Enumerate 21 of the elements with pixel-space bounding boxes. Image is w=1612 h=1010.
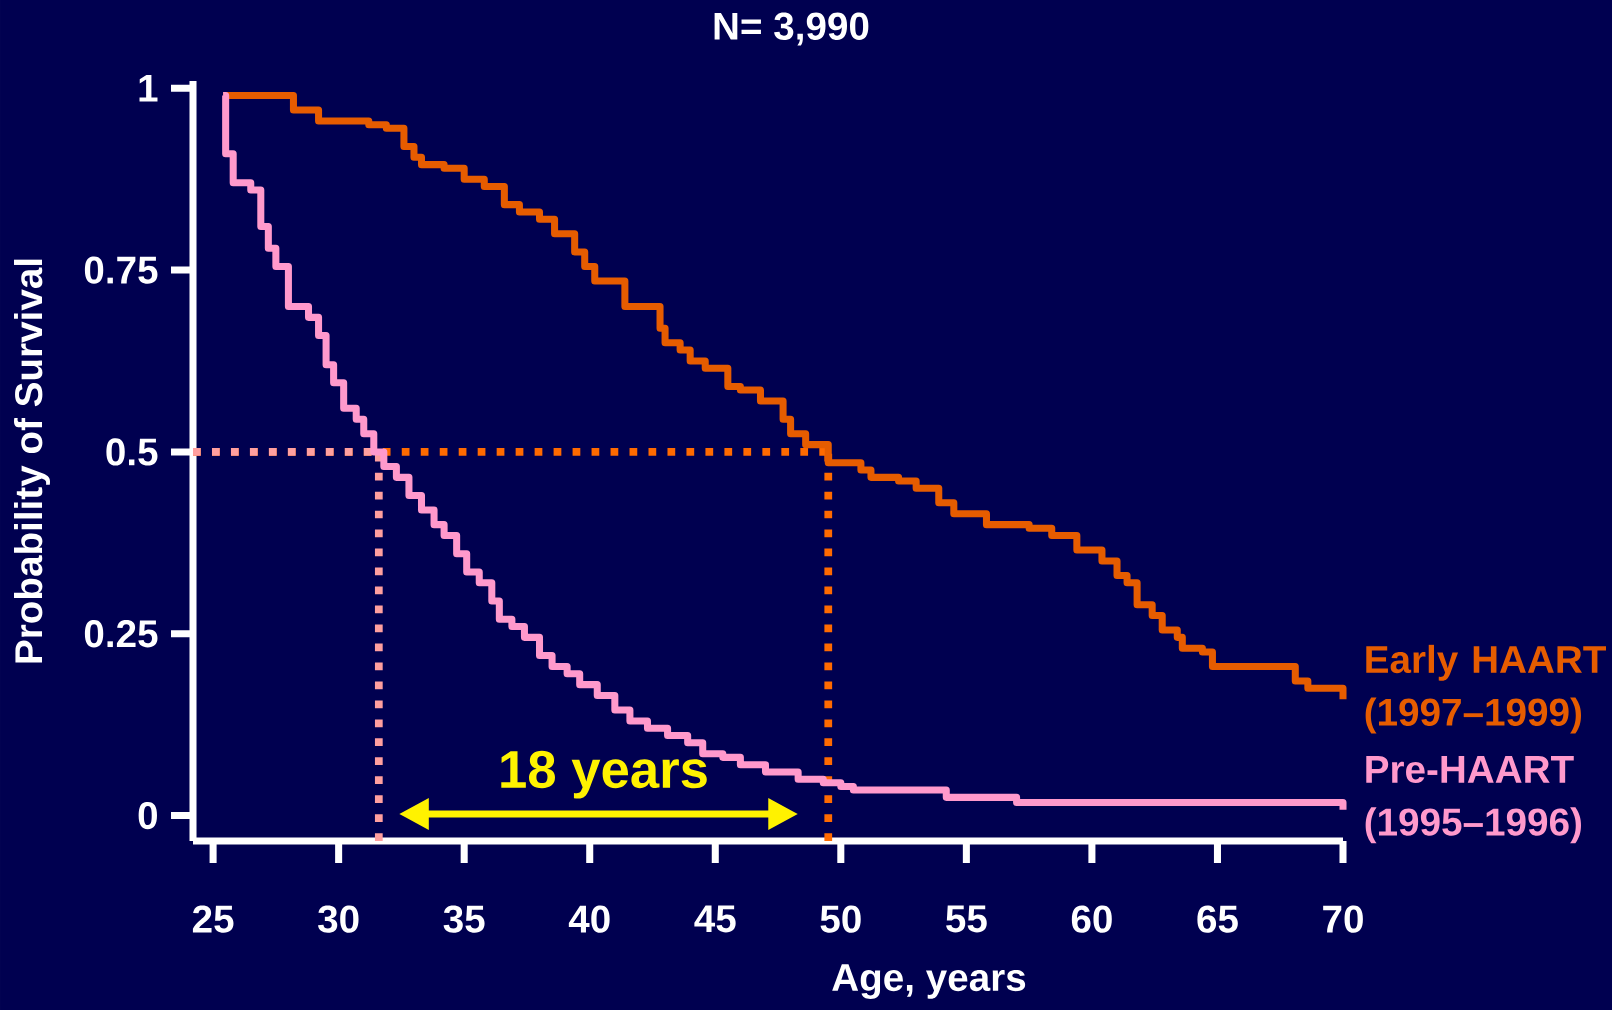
x-tick-label: 30 [318, 905, 359, 933]
series-label: Pre-HAART (1995–1996) [1365, 756, 1582, 844]
y-tick-label: 0.75 [84, 256, 158, 284]
x-tick-label: 35 [443, 905, 485, 933]
chart-title: N= 3,990 [714, 12, 869, 46]
y-tick-label: 1 [139, 75, 158, 102]
annotation: 18 years [501, 750, 707, 799]
x-tick-label: 65 [1197, 905, 1238, 933]
x-tick-label: 55 [946, 905, 987, 933]
y-tick-label: 0 [138, 801, 157, 830]
x-tick-label: 60 [1071, 905, 1112, 933]
y-axis-title: Probability of Survival [14, 259, 50, 663]
y-tick-label: 0.25 [84, 620, 158, 648]
y-tick-label: 0.5 [106, 438, 158, 466]
x-tick-label: 40 [568, 905, 610, 933]
x-tick-label: 45 [694, 905, 736, 933]
x-tick-label: 50 [820, 905, 861, 933]
x-tick-label: 25 [192, 905, 234, 933]
x-axis-title: Age, years [832, 964, 1026, 1000]
series-label: Early HAART (1997–1999) [1365, 644, 1606, 734]
x-tick-label: 70 [1323, 905, 1363, 933]
